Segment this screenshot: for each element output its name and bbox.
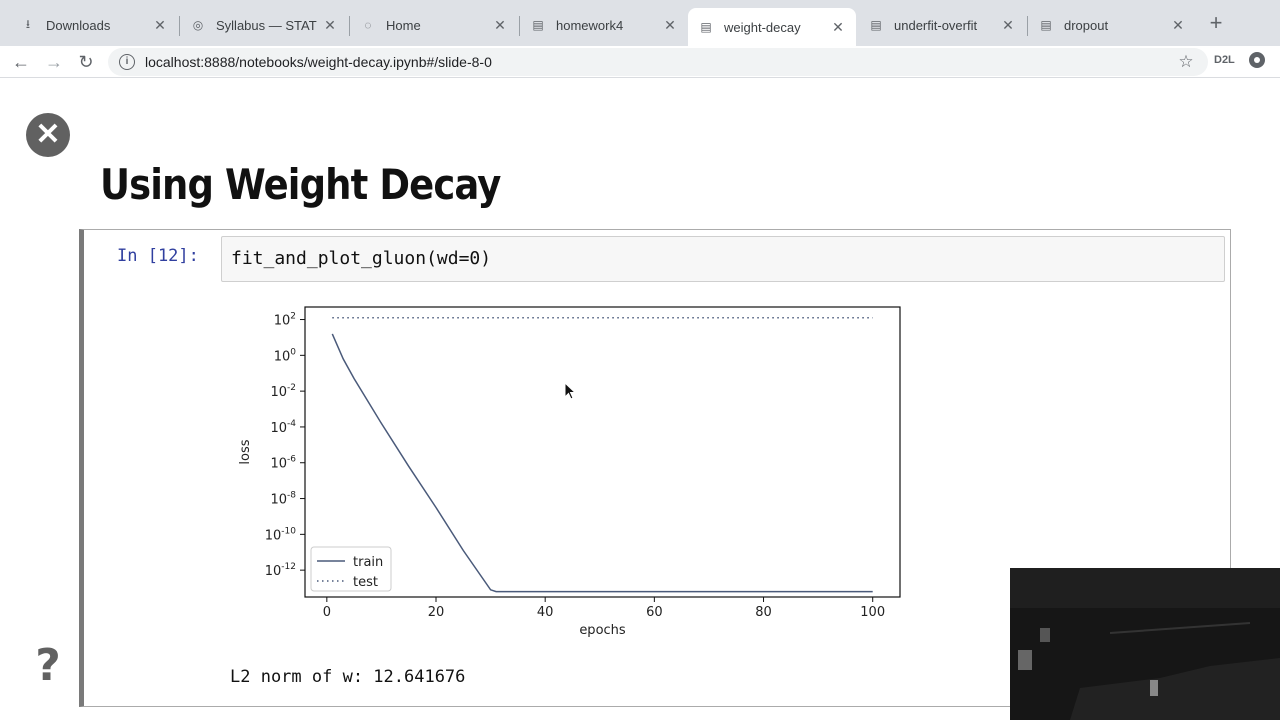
tab-downloads[interactable]: ⭳ Downloads ✕	[10, 8, 178, 42]
browser-toolbar: ← → ↻ i localhost:8888/notebooks/weight-…	[0, 46, 1280, 78]
tab-divider	[349, 16, 350, 36]
new-tab-button[interactable]: +	[1209, 10, 1223, 35]
notebook-icon: ▤	[700, 20, 712, 34]
tab-homework4[interactable]: ▤ homework4 ✕	[520, 8, 688, 42]
y-tick-label: 10-4	[270, 419, 296, 436]
y-tick-label: 10-8	[270, 491, 296, 508]
tab-strip: ⭳ Downloads ✕ ◎ Syllabus — STAT ✕ ◌ Home…	[0, 0, 1280, 46]
x-tick-label: 40	[537, 605, 554, 620]
plot-frame	[304, 306, 901, 598]
notebook-icon: ▤	[1040, 18, 1052, 32]
info-icon[interactable]: i	[119, 54, 135, 70]
y-tick-label: 10-10	[265, 526, 297, 543]
tab-divider	[179, 16, 180, 36]
tab-dropout[interactable]: ▤ dropout ✕	[1028, 8, 1196, 42]
x-tick-label: 60	[646, 605, 663, 620]
close-tab-icon[interactable]: ✕	[1002, 17, 1014, 33]
tab-label: underfit-overfit	[894, 17, 978, 33]
x-tick-label: 100	[860, 605, 885, 620]
url-text: localhost:8888/notebooks/weight-decay.ip…	[145, 54, 492, 70]
close-tab-icon[interactable]: ✕	[664, 17, 676, 33]
y-tick-label: 10-2	[270, 383, 296, 400]
series-line-train	[331, 333, 873, 593]
tab-label: dropout	[1064, 17, 1109, 33]
tab-weight-decay[interactable]: ▤ weight-decay ✕	[688, 8, 856, 46]
notebook-icon: ▤	[532, 18, 544, 32]
y-tick-label: 10-6	[270, 455, 296, 472]
x-tick-label: 80	[755, 605, 772, 620]
y-axis-label: loss	[238, 439, 253, 464]
mouse-cursor-icon	[564, 382, 576, 400]
help-icon[interactable]: ?	[35, 640, 61, 691]
code-input-area[interactable]	[221, 236, 1225, 282]
address-bar[interactable]: i localhost:8888/notebooks/weight-decay.…	[108, 48, 1208, 76]
webcam-overlay	[1010, 568, 1280, 720]
webcam-feed	[1010, 568, 1280, 720]
tab-label: Syllabus — STAT	[216, 17, 317, 33]
reload-button[interactable]: ↻	[78, 52, 94, 72]
y-tick-label: 10-12	[265, 562, 296, 579]
tab-label: Downloads	[46, 17, 111, 33]
y-tick-label: 100	[274, 347, 297, 364]
close-tab-icon[interactable]: ✕	[324, 17, 336, 33]
d2l-extension-button[interactable]: D2L	[1214, 54, 1235, 66]
globe-icon: ◎	[192, 18, 204, 32]
code-text: fit_and_plot_gluon(wd=0)	[231, 248, 492, 269]
x-tick-label: 20	[428, 605, 445, 620]
tab-syllabus[interactable]: ◎ Syllabus — STAT ✕	[180, 8, 348, 42]
chart-svg: 0 20 40 60 80 100 102 100 10-2 10-4 10-6 10-8 10-10 1…	[238, 306, 901, 638]
cell-prompt: In [12]:	[117, 246, 199, 266]
forward-button[interactable]: →	[45, 52, 63, 72]
download-icon: ⭳	[25, 16, 31, 31]
x-tick-label: 0	[323, 605, 331, 620]
x-axis-label: epochs	[579, 623, 626, 638]
close-tab-icon[interactable]: ✕	[154, 17, 166, 33]
close-tab-icon[interactable]: ✕	[832, 19, 844, 35]
loading-icon: ◌	[364, 18, 372, 32]
bookmark-star-icon[interactable]: ☆	[1178, 52, 1194, 71]
close-tab-icon[interactable]: ✕	[494, 17, 506, 33]
slide-title: Using Weight Decay	[100, 160, 501, 209]
legend-label-train: train	[353, 555, 383, 570]
tab-label: homework4	[556, 17, 624, 33]
notebook-icon: ▤	[870, 18, 882, 32]
tab-label: Home	[386, 17, 421, 33]
close-slideshow-icon[interactable]: ✕	[26, 113, 70, 157]
back-button[interactable]: ←	[12, 52, 30, 72]
tab-underfit-overfit[interactable]: ▤ underfit-overfit ✕	[858, 8, 1026, 42]
loss-chart: 0 20 40 60 80 100 102 100 10-2 10-4 10-6 10-8 10-10 1…	[226, 300, 916, 645]
cell-output: L2 norm of w: 12.641676	[230, 667, 466, 687]
tab-divider	[1027, 16, 1028, 36]
tab-label: weight-decay	[724, 19, 801, 35]
close-tab-icon[interactable]: ✕	[1172, 17, 1184, 33]
legend-box	[310, 546, 392, 592]
legend-label-test: test	[353, 575, 378, 590]
y-tick-label: 102	[274, 312, 296, 329]
tab-home[interactable]: ◌ Home ✕	[350, 8, 518, 42]
tab-divider	[519, 16, 520, 36]
extension-icon[interactable]	[1249, 52, 1265, 68]
